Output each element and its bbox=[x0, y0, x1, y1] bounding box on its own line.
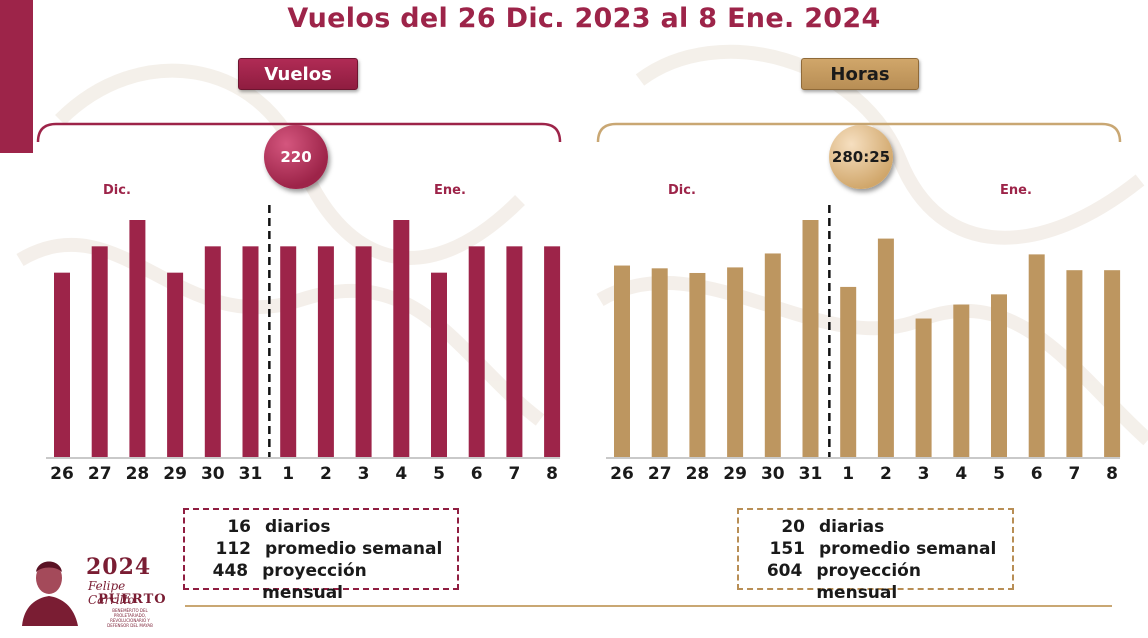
stat-row: 20 diarias bbox=[753, 516, 998, 538]
x-tick-label: 2 bbox=[320, 464, 332, 484]
stat-row: 448 proyección mensual bbox=[199, 560, 443, 604]
stat-number: 604 bbox=[766, 561, 803, 581]
bar-8 bbox=[544, 246, 561, 457]
horas-chart: 26 27 28 29 30 31 1 2 3 4 5 6 7 8 bbox=[590, 100, 1130, 495]
stat-label: proyección mensual bbox=[262, 561, 367, 603]
x-tick-label: 26 bbox=[50, 464, 74, 484]
x-tick-label: 27 bbox=[648, 464, 672, 484]
x-tick-label: 8 bbox=[546, 464, 558, 484]
stat-number: 151 bbox=[769, 539, 806, 559]
logo: 2024 Felipe Carrillo PUERTO BENEMÉRITO D… bbox=[14, 548, 167, 628]
bar-31 bbox=[802, 220, 819, 457]
x-tick-label: 5 bbox=[433, 464, 445, 484]
bar-8 bbox=[1104, 270, 1121, 457]
bar-29 bbox=[727, 267, 744, 457]
vuelos-total-badge: 220 bbox=[264, 125, 328, 189]
horas-month-ene: Ene. bbox=[1000, 183, 1032, 198]
portrait-icon bbox=[22, 561, 78, 626]
vuelos-month-dic: Dic. bbox=[103, 183, 131, 198]
stat-number: 20 bbox=[781, 517, 805, 537]
bar-7 bbox=[1066, 270, 1083, 457]
bar-4 bbox=[393, 220, 410, 457]
horas-month-dic: Dic. bbox=[668, 183, 696, 198]
bar-1 bbox=[840, 286, 857, 457]
x-tick-label: 28 bbox=[686, 464, 710, 484]
bar-27 bbox=[651, 268, 668, 457]
logo-caption: BENEMÉRITO DEL PROLETARIADO, REVOLUCIONA… bbox=[107, 608, 153, 628]
vuelos-month-ene: Ene. bbox=[434, 183, 466, 198]
stat-label: promedio semanal bbox=[265, 539, 443, 559]
x-tick-label: 4 bbox=[955, 464, 967, 484]
vuelos-chart: 26 27 28 29 30 31 1 2 3 4 5 6 7 8 bbox=[30, 100, 570, 495]
chart-bracket bbox=[596, 122, 1122, 143]
x-tick-label: 30 bbox=[201, 464, 225, 484]
stat-number: 16 bbox=[227, 517, 251, 537]
bar-30 bbox=[204, 246, 221, 457]
stat-label: promedio semanal bbox=[819, 539, 997, 559]
horas-stats-box: 20 diarias 151 promedio semanal 604 proyecc… bbox=[737, 508, 1014, 603]
bar-31 bbox=[242, 246, 259, 457]
x-tick-label: 2 bbox=[880, 464, 892, 484]
bar-28 bbox=[689, 272, 706, 457]
bar-6 bbox=[468, 246, 485, 457]
x-tick-label: 8 bbox=[1106, 464, 1118, 484]
bar-1 bbox=[280, 246, 297, 457]
bar-28 bbox=[129, 220, 146, 457]
stat-label: diarios bbox=[265, 517, 331, 537]
x-tick-label: 1 bbox=[282, 464, 294, 484]
logo-surname: PUERTO bbox=[98, 592, 167, 607]
stat-label: proyección mensual bbox=[816, 561, 921, 603]
bar-2 bbox=[317, 246, 334, 457]
x-tick-label: 5 bbox=[993, 464, 1005, 484]
x-tick-label: 30 bbox=[761, 464, 785, 484]
bar-2 bbox=[877, 238, 894, 457]
bar-6 bbox=[1028, 254, 1045, 457]
x-tick-label: 6 bbox=[471, 464, 483, 484]
x-tick-label: 29 bbox=[723, 464, 747, 484]
x-tick-label: 6 bbox=[1031, 464, 1043, 484]
x-tick-label: 27 bbox=[88, 464, 112, 484]
x-tick-label: 28 bbox=[126, 464, 150, 484]
x-tick-label: 29 bbox=[163, 464, 187, 484]
x-tick-label: 26 bbox=[610, 464, 634, 484]
bar-29 bbox=[167, 272, 184, 457]
page-title: Vuelos del 26 Dic. 2023 al 8 Ene. 2024 bbox=[287, 3, 881, 34]
corner-accent bbox=[0, 0, 33, 153]
footer-divider bbox=[185, 605, 1112, 607]
stat-row: 16 diarios bbox=[199, 516, 443, 538]
stat-row: 151 promedio semanal bbox=[753, 538, 998, 560]
x-tick-label: 31 bbox=[799, 464, 823, 484]
x-tick-label: 4 bbox=[395, 464, 407, 484]
bar-4 bbox=[953, 304, 970, 457]
x-tick-label: 7 bbox=[1068, 464, 1080, 484]
x-tick-label: 3 bbox=[358, 464, 370, 484]
bar-5 bbox=[991, 294, 1007, 457]
logo-name: Felipe Carrillo bbox=[88, 579, 135, 607]
stat-row: 112 promedio semanal bbox=[199, 538, 443, 560]
stat-number: 448 bbox=[212, 561, 249, 581]
vuelos-label: Vuelos bbox=[238, 58, 358, 90]
stat-row: 604 proyección mensual bbox=[753, 560, 998, 604]
logo-year: 2024 bbox=[86, 554, 152, 580]
x-tick-label: 7 bbox=[508, 464, 520, 484]
bar-26 bbox=[614, 265, 630, 457]
bar-27 bbox=[91, 246, 108, 457]
chart-bracket bbox=[36, 122, 562, 143]
x-tick-label: 31 bbox=[239, 464, 263, 484]
horas-label: Horas bbox=[801, 58, 919, 90]
bar-3 bbox=[355, 246, 372, 457]
horas-total-badge: 280:25 bbox=[829, 125, 893, 189]
x-tick-label: 1 bbox=[842, 464, 854, 484]
stat-number: 112 bbox=[215, 539, 252, 559]
bar-5 bbox=[431, 272, 447, 457]
bar-26 bbox=[54, 272, 70, 457]
bar-30 bbox=[764, 253, 781, 457]
vuelos-stats-box: 16 diarios 112 promedio semanal 448 proyecc… bbox=[183, 508, 459, 603]
stat-label: diarias bbox=[819, 517, 885, 537]
bar-7 bbox=[506, 246, 523, 457]
x-tick-label: 3 bbox=[918, 464, 930, 484]
bar-3 bbox=[915, 318, 932, 457]
